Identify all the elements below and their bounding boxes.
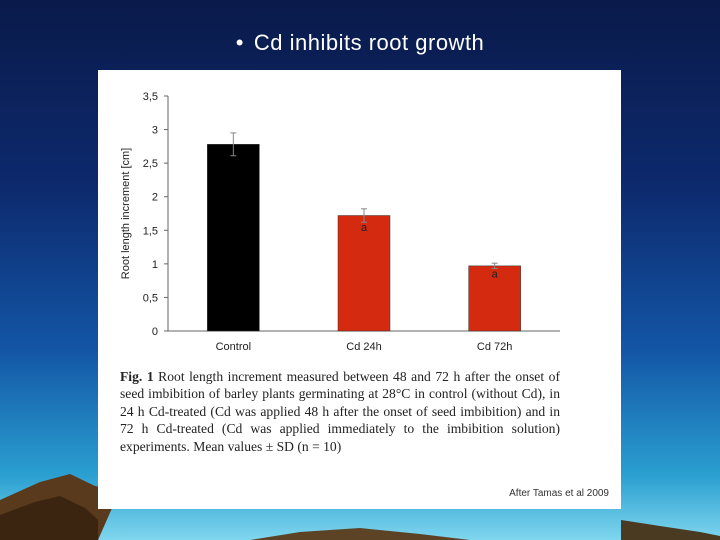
y-tick-label: 1: [152, 259, 158, 271]
caption-text: Root length increment measured between 4…: [120, 369, 560, 454]
bar: [468, 265, 521, 332]
x-tick-label: Cd 72h: [477, 341, 512, 353]
figure-credit: After Tamas et al 2009: [509, 488, 609, 499]
bar: [207, 144, 260, 332]
caption-label: Fig. 1: [120, 369, 154, 384]
y-tick-label: 2: [152, 192, 158, 204]
bar-chart: 0 0,5 1 1,5 2 2,5 3 3,5 Root length increment [c…: [120, 91, 560, 353]
y-tick-label: 0: [152, 326, 158, 338]
figure-panel: 0 0,5 1 1,5 2 2,5 3 3,5 Root length increment [c…: [98, 70, 621, 509]
figure-caption: Fig. 1 Root length increment measured be…: [120, 368, 560, 455]
x-tick-label: Control: [216, 341, 251, 353]
y-tick-label: 3: [152, 125, 158, 137]
y-tick-label: 3,5: [143, 91, 158, 103]
y-tick-label: 0,5: [143, 292, 158, 304]
y-tick-label: 1,5: [143, 225, 158, 237]
bullet-icon: •: [235, 30, 244, 55]
bar: [337, 215, 391, 332]
significance-label: a: [492, 269, 499, 281]
slide-title: • Cd inhibits root growth: [0, 30, 720, 56]
slide-title-text: Cd inhibits root growth: [253, 30, 485, 55]
y-axis-label: Root length increment [cm]: [120, 148, 132, 279]
mountain-silhouette: [0, 474, 720, 540]
y-tick-label: 2,5: [143, 158, 158, 170]
significance-label: a: [361, 222, 368, 234]
x-tick-label: Cd 24h: [346, 341, 381, 353]
